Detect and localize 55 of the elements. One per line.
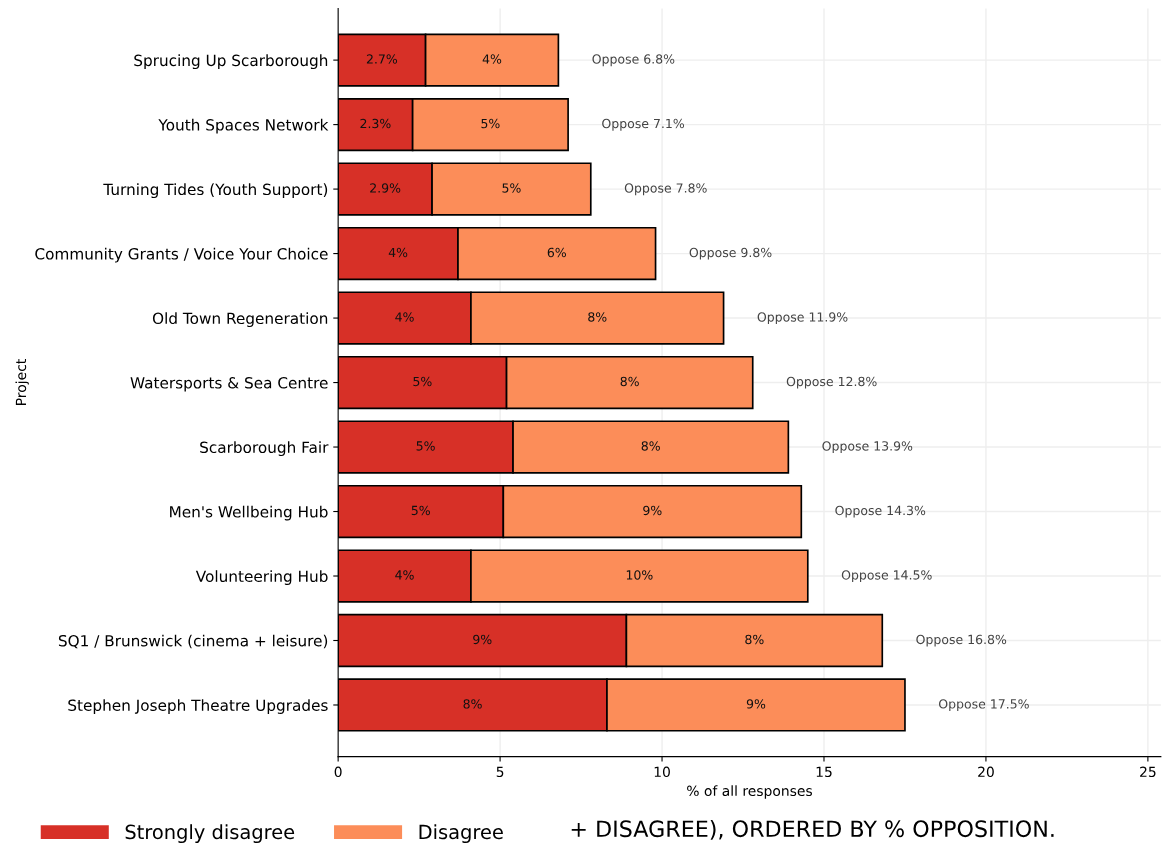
data-label: 4%	[388, 247, 408, 258]
y-tick-label: Community Grants / Voice Your Choice	[35, 247, 328, 263]
data-label: 5%	[502, 183, 521, 193]
y-tick-label: Youth Spaces Network	[158, 118, 329, 134]
y-tick-label: Stephen Joseph Theatre Upgrades	[68, 699, 328, 714]
data-label: 5%	[416, 441, 435, 451]
total-label: Oppose 16.8%	[916, 634, 1007, 647]
y-tick-label: Turning Tides (Youth Support)	[103, 183, 328, 199]
y-tick-label: Volunteering Hub	[195, 570, 328, 585]
data-label: 5%	[411, 505, 430, 516]
data-label: 8%	[463, 699, 482, 709]
data-label: 2.7%	[366, 54, 398, 64]
data-label: 4%	[395, 312, 414, 322]
data-label: 4%	[482, 54, 502, 64]
text: + DISAGREE), ORDERED BY % OPPOSITION.	[571, 819, 1054, 840]
data-label: 2.3%	[360, 118, 391, 129]
total-label: Oppose 7.8%	[624, 183, 707, 196]
data-label: 9%	[473, 634, 492, 645]
total-label: Oppose 7.1%	[602, 118, 685, 131]
data-label: 2.9%	[370, 183, 401, 193]
data-label: 4%	[395, 570, 414, 580]
y-tick-label: SQ1 / Brunswick (cinema + leisure)	[58, 634, 328, 649]
total-label: Oppose 14.3%	[835, 505, 926, 518]
x-axis-title: % of all responses	[687, 785, 812, 799]
y-tick-label: Old Town Regeneration	[152, 312, 328, 328]
data-label: 10%	[626, 570, 653, 580]
y-tick-label: Scarborough Fair	[200, 441, 329, 457]
data-label: 8%	[745, 634, 764, 645]
data-label: 6%	[547, 247, 566, 258]
total-label: Oppose 13.9%	[822, 441, 913, 454]
x-tick-label: 25	[1140, 766, 1156, 778]
y-tick-label: Men's Wellbeing Hub	[170, 505, 328, 521]
total-label: Oppose 6.8%	[592, 54, 675, 67]
data-label: 5%	[413, 376, 432, 387]
total-label: Oppose 11.9%	[757, 312, 848, 325]
x-tick-label: 10	[654, 766, 670, 778]
x-tick-label: 15	[816, 766, 832, 778]
data-label: 8%	[620, 376, 639, 387]
y-tick-label: Sprucing Up Scarborough	[134, 54, 328, 70]
y-axis-title: Project	[15, 359, 29, 405]
x-tick-label: 5	[496, 766, 504, 778]
legend-label: Disagree	[419, 824, 503, 844]
data-label: 9%	[746, 699, 766, 709]
total-label: Oppose 9.8%	[689, 247, 772, 260]
legend-label: Strongly disagree	[125, 824, 295, 844]
x-tick-label: 20	[978, 766, 994, 778]
x-tick-label: 0	[334, 766, 342, 778]
data-label: 5%	[481, 118, 500, 129]
total-label: Oppose 12.8%	[786, 376, 877, 389]
total-label: Oppose 17.5%	[938, 699, 1029, 712]
y-tick-label: Watersports & Sea Centre	[130, 377, 328, 392]
data-label: 8%	[588, 312, 607, 322]
total-label: Oppose 14.5%	[841, 570, 932, 583]
data-label: 8%	[641, 441, 660, 451]
data-label: 9%	[643, 505, 662, 516]
